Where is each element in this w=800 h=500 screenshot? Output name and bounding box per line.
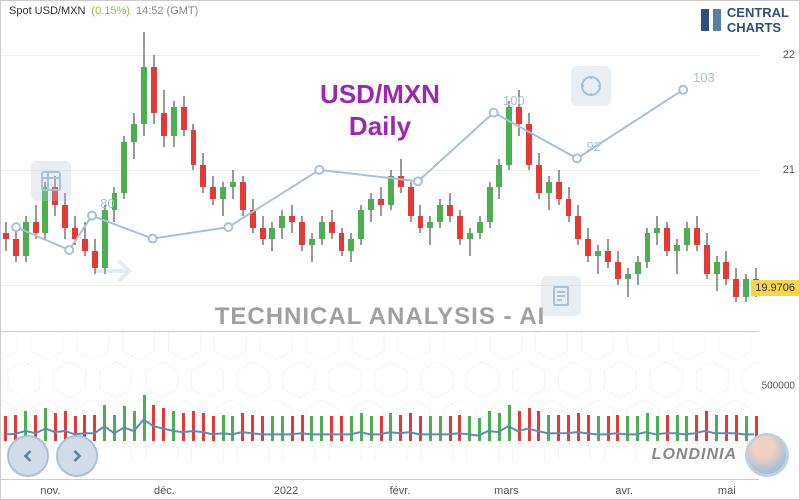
compass-icon bbox=[571, 66, 611, 106]
symbol-label: Spot USD/MXN bbox=[9, 5, 85, 17]
indicator-value: 92 bbox=[587, 139, 601, 154]
price-y-axis: 20212219.9706 bbox=[759, 21, 799, 331]
watermark-icon bbox=[31, 161, 71, 201]
avatar-icon bbox=[745, 433, 789, 477]
current-price-badge: 19.9706 bbox=[751, 280, 799, 296]
technical-analysis-label: TECHNICAL ANALYSIS - AI bbox=[215, 303, 546, 331]
time-label: 14:52 (GMT) bbox=[136, 5, 198, 17]
londinia-branding[interactable]: LONDINIA bbox=[652, 433, 789, 477]
document-icon bbox=[541, 276, 581, 316]
indicator-value: 80 bbox=[100, 196, 114, 211]
londinia-label: LONDINIA bbox=[652, 446, 737, 464]
nav-next-button[interactable] bbox=[56, 435, 98, 477]
change-label: (0.15%) bbox=[91, 5, 130, 17]
logo-text-1: CENTRAL bbox=[727, 5, 789, 20]
nav-prev-button[interactable] bbox=[7, 435, 49, 477]
chart-subtitle: Daily bbox=[349, 111, 411, 142]
volume-chart-area[interactable] bbox=[1, 331, 759, 461]
x-axis: nov.déc.2022févr.marsavr.mai bbox=[1, 479, 759, 499]
price-chart-area[interactable]: USD/MXN Daily TECHNICAL ANALYSIS - AI 80… bbox=[1, 21, 759, 331]
indicator-value: 103 bbox=[693, 70, 715, 85]
arrow-icon bbox=[91, 251, 141, 291]
chart-header: Spot USD/MXN (0.15%) 14:52 (GMT) bbox=[1, 1, 799, 21]
chart-title: USD/MXN bbox=[320, 79, 440, 110]
indicator-value: 100 bbox=[503, 93, 525, 108]
